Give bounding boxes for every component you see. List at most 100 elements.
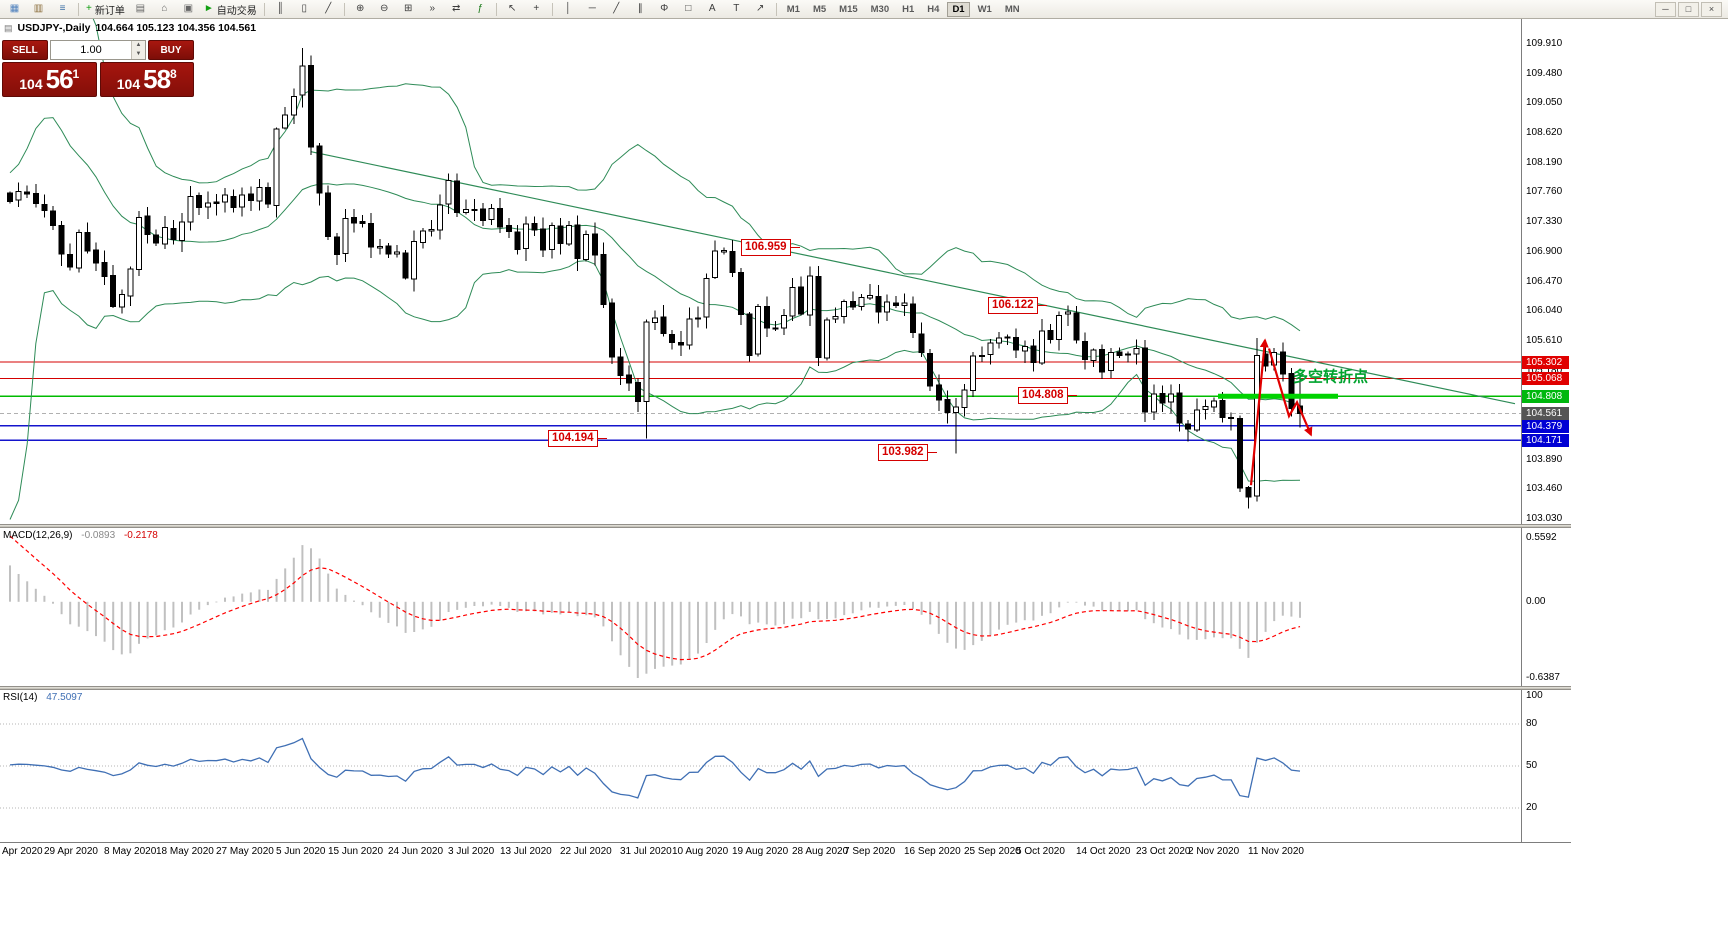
autotrading-button[interactable]: ► 自动交易 bbox=[201, 1, 260, 18]
price-label[interactable]: 106.959 bbox=[741, 239, 800, 256]
volume-value[interactable]: 1.00 bbox=[80, 44, 102, 56]
price-scale-label: 108.620 bbox=[1526, 127, 1563, 138]
indicator-scale-label: 100 bbox=[1526, 690, 1543, 701]
new-order-button[interactable]: + 新订单 bbox=[83, 1, 128, 18]
date-label: 13 Jul 2020 bbox=[500, 846, 552, 857]
indicators-button[interactable]: ƒ bbox=[469, 1, 492, 18]
timeframe-m5-button[interactable]: M5 bbox=[812, 3, 827, 15]
timeframe-m30-button[interactable]: M30 bbox=[870, 3, 890, 15]
new-order-icon: + bbox=[86, 3, 92, 14]
price-label[interactable]: 103.982 bbox=[878, 444, 937, 461]
up-arrow-annotation[interactable] bbox=[1249, 338, 1269, 486]
zoom-out-button[interactable]: ⊖ bbox=[373, 1, 396, 18]
timeframe-h4-button[interactable]: H4 bbox=[927, 3, 940, 15]
close-button[interactable]: × bbox=[1701, 1, 1722, 17]
minimize-button[interactable]: ─ bbox=[1655, 1, 1676, 17]
fibonacci-button[interactable]: Φ bbox=[653, 1, 676, 18]
terminal-button[interactable]: ▣ bbox=[177, 1, 200, 18]
auto-scroll-button[interactable]: » bbox=[421, 1, 444, 18]
horizontal-line-button[interactable]: ─ bbox=[581, 1, 604, 18]
timeframe-h1-button[interactable]: H1 bbox=[902, 3, 915, 15]
panel-separator[interactable] bbox=[0, 686, 1571, 690]
crosshair-button[interactable]: + bbox=[525, 1, 548, 18]
tile-windows-button[interactable]: ⊞ bbox=[397, 1, 420, 18]
timeframe-m15-button[interactable]: M15 bbox=[839, 3, 858, 15]
timeframe-m1-button[interactable]: M1 bbox=[786, 3, 800, 15]
buy-button[interactable]: BUY bbox=[148, 40, 194, 60]
rsi-indicator-panel[interactable] bbox=[0, 690, 1521, 842]
horizontal-line-icon: ─ bbox=[588, 3, 596, 14]
new-chart-button[interactable]: ▦ bbox=[3, 1, 26, 18]
cursor-icon: ↖ bbox=[508, 3, 517, 14]
turning-point-annotation[interactable]: 多空转折点 bbox=[1293, 368, 1368, 386]
price-scale-label: 103.460 bbox=[1526, 483, 1563, 494]
date-label: 10 Aug 2020 bbox=[672, 846, 729, 857]
price-scale-label: 106.470 bbox=[1526, 276, 1563, 287]
price-label[interactable]: 104.808 bbox=[1018, 387, 1077, 404]
macd-indicator-panel[interactable] bbox=[0, 528, 1521, 686]
main-chart[interactable]: 多空转折点 bbox=[0, 19, 1521, 524]
data-window-icon: ▤ bbox=[135, 3, 146, 14]
cursor-button[interactable]: ↖ bbox=[501, 1, 524, 18]
autotrading-button-label: 自动交易 bbox=[216, 5, 257, 17]
volume-down-button[interactable]: ▼ bbox=[132, 50, 145, 59]
toolbar-separator bbox=[495, 2, 497, 16]
price-label-text: 104.194 bbox=[552, 432, 594, 444]
new-order-button-label: 新订单 bbox=[94, 5, 125, 17]
bollinger-bands bbox=[9, 19, 1301, 520]
line-chart-button[interactable]: ╱ bbox=[317, 1, 340, 18]
tile-windows-icon: ⊞ bbox=[404, 3, 413, 14]
navigator-button[interactable]: ⌂ bbox=[153, 1, 176, 18]
indicators-icon: ƒ bbox=[477, 3, 484, 14]
zoom-in-icon: ⊕ bbox=[356, 3, 365, 14]
price-scale-label: 109.050 bbox=[1526, 97, 1563, 108]
toolbar: ▦ ▥ ≡ + 新订单 ▤ ⌂ ▣ ► 自动交易 ║ ▯ ╱ ⊕ ⊖ ⊞» ⇄ ƒ ↖ + │ ─ ╱ ∥ Φ □ A T ↗ M1 M5 M… bbox=[0, 0, 1728, 19]
price-scale-label: 107.760 bbox=[1526, 186, 1563, 197]
text-label-button[interactable]: T bbox=[725, 1, 748, 18]
arrow-tools-button[interactable]: ↗ bbox=[749, 1, 772, 18]
toolbar-separator bbox=[343, 2, 345, 16]
toolbar-separator bbox=[551, 2, 553, 16]
market-watch-button[interactable]: ≡ bbox=[51, 1, 74, 18]
ask-price-display[interactable]: 104 58 8 bbox=[99, 62, 194, 97]
axis-price-tag: 104.379 bbox=[1522, 420, 1569, 433]
price-label[interactable]: 106.122 bbox=[988, 297, 1047, 314]
bid-price-display[interactable]: 104 56 1 bbox=[2, 62, 97, 97]
date-label: 31 Jul 2020 bbox=[620, 846, 672, 857]
text-button[interactable]: A bbox=[701, 1, 724, 18]
date-label: 7 Sep 2020 bbox=[844, 846, 896, 857]
price-scale-label: 106.900 bbox=[1526, 246, 1563, 257]
vertical-line-icon: │ bbox=[565, 3, 572, 14]
arrow-tools-icon: ↗ bbox=[756, 3, 765, 14]
trendline-button[interactable]: ╱ bbox=[605, 1, 628, 18]
line-chart-icon: ╱ bbox=[325, 3, 332, 14]
price-label[interactable]: 104.194 bbox=[548, 430, 607, 447]
equidistant-channel-button[interactable]: ∥ bbox=[629, 1, 652, 18]
panel-separator[interactable] bbox=[0, 524, 1571, 528]
timeframe-mn-button[interactable]: MN bbox=[1004, 3, 1020, 15]
chart-profiles-button[interactable]: ▥ bbox=[27, 1, 50, 18]
zoom-in-button[interactable]: ⊕ bbox=[349, 1, 372, 18]
zoom-out-icon: ⊖ bbox=[380, 3, 389, 14]
timeframe-w1-button[interactable]: W1 bbox=[977, 3, 992, 15]
restore-button[interactable]: □ bbox=[1678, 1, 1699, 17]
timeframe-d1-button[interactable]: D1 bbox=[947, 1, 970, 17]
vertical-line-button[interactable]: │ bbox=[557, 1, 580, 18]
down-arrow-annotation[interactable] bbox=[1267, 348, 1313, 437]
descending-trendline[interactable] bbox=[310, 151, 1516, 405]
candlestick-chart-button[interactable]: ▯ bbox=[293, 1, 316, 18]
chart-shift-button[interactable]: ⇄ bbox=[445, 1, 468, 18]
volume-input[interactable]: 1.00 ▲ ▼ bbox=[50, 40, 146, 60]
date-label: 25 Sep 2020 bbox=[964, 846, 1021, 857]
volume-spinner: ▲ ▼ bbox=[131, 41, 145, 59]
indicator-scale-label: -0.6387 bbox=[1526, 672, 1560, 683]
sell-button[interactable]: SELL bbox=[2, 40, 48, 60]
equidistant-channel-icon: ∥ bbox=[637, 3, 643, 14]
shapes-button[interactable]: □ bbox=[677, 1, 700, 18]
date-label: 2 Nov 2020 bbox=[1188, 846, 1240, 857]
data-window-button[interactable]: ▤ bbox=[129, 1, 152, 18]
date-label: 16 Sep 2020 bbox=[904, 846, 961, 857]
volume-up-button[interactable]: ▲ bbox=[132, 41, 145, 50]
bar-chart-button[interactable]: ║ bbox=[269, 1, 292, 18]
